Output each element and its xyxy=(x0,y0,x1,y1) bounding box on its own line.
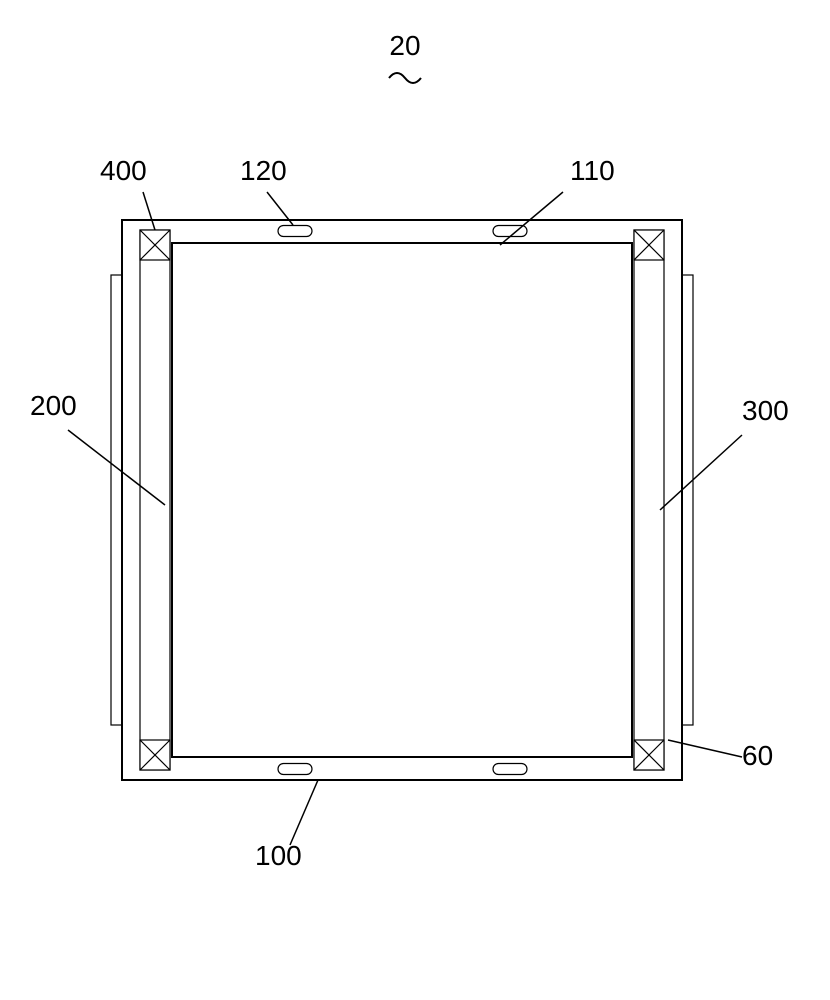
callout-label: 120 xyxy=(240,155,287,186)
callout-label: 100 xyxy=(255,840,302,871)
right-rail xyxy=(634,230,664,770)
tilde-icon xyxy=(389,73,421,83)
callout-label: 300 xyxy=(742,395,789,426)
callout-label: 200 xyxy=(30,390,77,421)
figure-number-label: 20 xyxy=(389,30,420,61)
inner-panel xyxy=(172,243,632,757)
callout-label: 400 xyxy=(100,155,147,186)
callout-label: 60 xyxy=(742,740,773,771)
callout-label: 110 xyxy=(570,155,615,186)
leader-line xyxy=(290,780,318,845)
left-rail xyxy=(140,230,170,770)
